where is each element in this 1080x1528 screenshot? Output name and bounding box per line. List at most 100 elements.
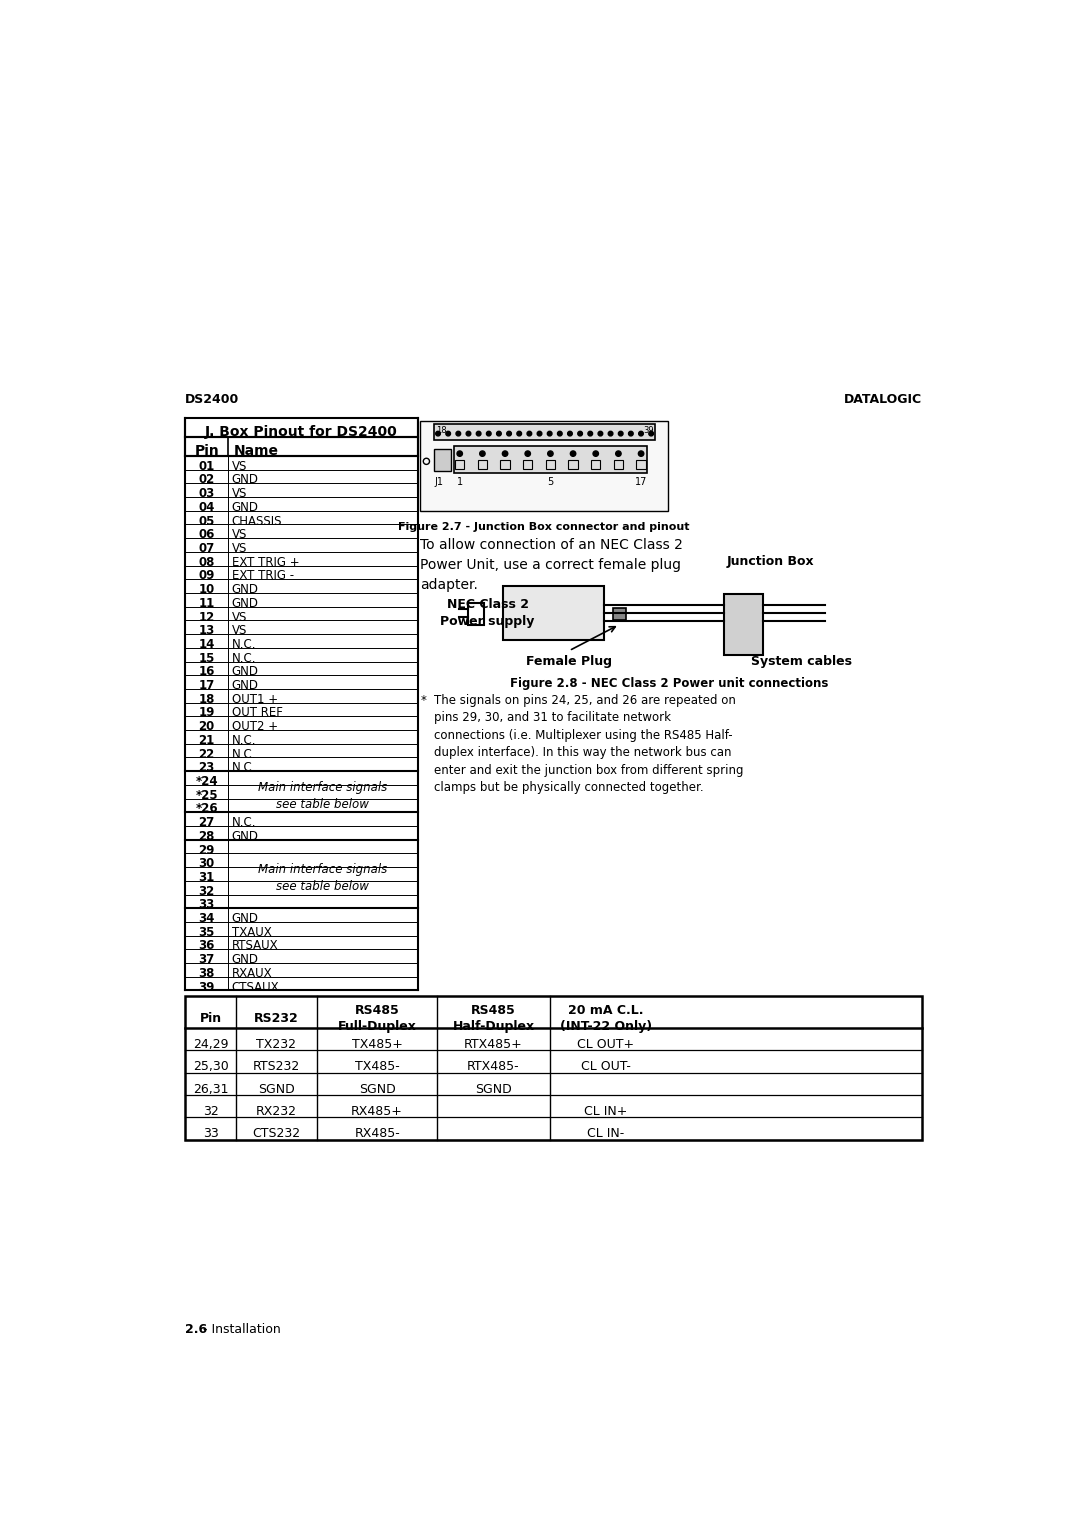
Text: RS485
Half-Duplex: RS485 Half-Duplex <box>453 1004 535 1033</box>
Circle shape <box>593 451 598 457</box>
Bar <box>434 425 656 440</box>
Text: RS232: RS232 <box>254 1012 299 1025</box>
Text: 34: 34 <box>199 912 215 924</box>
Text: 16: 16 <box>199 665 215 678</box>
Text: 20 mA C.L.
(INT-22 Only): 20 mA C.L. (INT-22 Only) <box>559 1004 652 1033</box>
Text: 15: 15 <box>199 651 215 665</box>
Circle shape <box>476 431 481 435</box>
Circle shape <box>568 431 572 435</box>
Circle shape <box>638 431 644 435</box>
Text: DS2400: DS2400 <box>186 393 240 406</box>
Text: 14: 14 <box>199 637 215 651</box>
Text: GND: GND <box>232 678 259 692</box>
Text: Name: Name <box>234 443 280 457</box>
Text: Main interface signals
see table below: Main interface signals see table below <box>258 863 388 892</box>
Text: 18: 18 <box>199 692 215 706</box>
Text: 5: 5 <box>548 477 554 487</box>
Text: CL OUT-: CL OUT- <box>581 1060 631 1074</box>
Text: 1: 1 <box>457 477 463 487</box>
Text: VS: VS <box>232 611 247 623</box>
Bar <box>420 420 669 512</box>
Text: *26: *26 <box>195 802 218 816</box>
Text: 22: 22 <box>199 747 215 761</box>
Text: 36: 36 <box>199 940 215 952</box>
Text: 06: 06 <box>199 529 215 541</box>
Bar <box>523 460 532 469</box>
Bar <box>591 460 600 469</box>
Bar <box>454 446 647 472</box>
Bar <box>613 608 625 620</box>
Text: N.C.: N.C. <box>232 733 256 747</box>
Text: 02: 02 <box>199 474 215 486</box>
Bar <box>503 587 604 640</box>
Text: 13: 13 <box>199 625 215 637</box>
Text: 35: 35 <box>199 926 215 938</box>
Circle shape <box>588 431 593 435</box>
Text: TX232: TX232 <box>256 1038 296 1051</box>
Text: 30: 30 <box>199 857 215 871</box>
Text: N.C.: N.C. <box>232 816 256 830</box>
Text: 29: 29 <box>199 843 215 857</box>
Text: 23: 23 <box>199 761 215 775</box>
Text: J1: J1 <box>434 477 443 487</box>
Text: SGND: SGND <box>359 1083 395 1096</box>
Circle shape <box>608 431 612 435</box>
Text: Figure 2.7 - Junction Box connector and pinout: Figure 2.7 - Junction Box connector and … <box>399 523 690 532</box>
Text: 17: 17 <box>635 477 647 487</box>
Bar <box>613 460 623 469</box>
Text: 12: 12 <box>199 611 215 623</box>
Text: CTS232: CTS232 <box>253 1128 300 1140</box>
Circle shape <box>507 431 512 435</box>
Text: GND: GND <box>232 474 259 486</box>
Circle shape <box>456 431 461 435</box>
Text: 05: 05 <box>199 515 215 527</box>
Circle shape <box>517 431 522 435</box>
Text: N.C.: N.C. <box>232 637 256 651</box>
Bar <box>636 460 646 469</box>
Circle shape <box>557 431 562 435</box>
Bar <box>469 604 484 625</box>
Circle shape <box>527 431 531 435</box>
Bar <box>186 419 418 437</box>
Bar <box>186 996 921 1140</box>
Circle shape <box>480 451 485 457</box>
Text: GND: GND <box>232 953 259 966</box>
Text: SGND: SGND <box>258 1083 295 1096</box>
Text: RTX485+: RTX485+ <box>464 1038 523 1051</box>
Text: GND: GND <box>232 665 259 678</box>
Text: 39: 39 <box>199 981 215 993</box>
Text: 19: 19 <box>199 706 215 720</box>
Bar <box>500 460 510 469</box>
Text: 24,29: 24,29 <box>193 1038 228 1051</box>
Text: - Installation: - Installation <box>200 1323 281 1335</box>
Text: SGND: SGND <box>475 1083 512 1096</box>
Text: *: * <box>420 694 427 707</box>
Text: 17: 17 <box>199 678 215 692</box>
Text: RS485
Full-Duplex: RS485 Full-Duplex <box>338 1004 417 1033</box>
Text: J. Box Pinout for DS2400: J. Box Pinout for DS2400 <box>205 425 399 439</box>
Text: 39: 39 <box>643 426 653 435</box>
Text: GND: GND <box>232 584 259 596</box>
Text: 11: 11 <box>199 597 215 610</box>
Text: N.C.: N.C. <box>232 651 256 665</box>
Text: 07: 07 <box>199 542 215 555</box>
Text: RTSAUX: RTSAUX <box>232 940 279 952</box>
Circle shape <box>525 451 530 457</box>
Text: VS: VS <box>232 460 247 472</box>
Circle shape <box>467 431 471 435</box>
Text: 31: 31 <box>199 871 215 883</box>
Text: *25: *25 <box>195 788 218 802</box>
Text: 04: 04 <box>199 501 215 513</box>
Bar <box>568 460 578 469</box>
Text: RX485+: RX485+ <box>351 1105 403 1118</box>
Text: N.C.: N.C. <box>232 761 256 775</box>
Bar <box>545 460 555 469</box>
Bar <box>434 449 451 471</box>
Bar <box>455 460 464 469</box>
Text: CL IN+: CL IN+ <box>584 1105 627 1118</box>
Text: RTS232: RTS232 <box>253 1060 300 1074</box>
Text: Main interface signals
see table below: Main interface signals see table below <box>258 781 388 810</box>
Text: RTX485-: RTX485- <box>468 1060 519 1074</box>
Text: OUT REF: OUT REF <box>232 706 283 720</box>
Text: *24: *24 <box>195 775 218 788</box>
